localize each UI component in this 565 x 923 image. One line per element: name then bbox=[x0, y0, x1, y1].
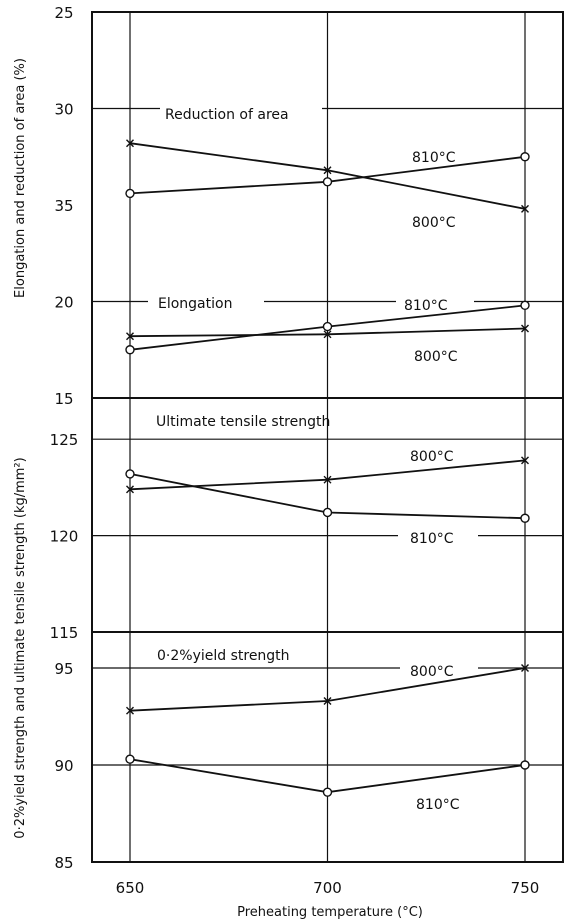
series-label: 800°C bbox=[414, 349, 458, 365]
data-point-cross bbox=[126, 332, 134, 341]
data-point-cross bbox=[126, 706, 134, 715]
data-point-circle bbox=[125, 754, 135, 764]
y-tick-label: 30 bbox=[54, 101, 73, 119]
cross-stroke bbox=[126, 139, 134, 148]
data-point-cross bbox=[521, 664, 529, 672]
y-tick-label: 25 bbox=[54, 4, 73, 22]
data-point-circle bbox=[322, 321, 333, 332]
tick-labels: 25 30 35 15 20 115 120 125 85 90 95 650 700 750 bbox=[50, 4, 540, 897]
x-tick-label: 750 bbox=[511, 879, 540, 897]
data-markers bbox=[125, 139, 530, 797]
y-tick-label: 85 bbox=[54, 854, 73, 872]
panel-title: 0·2%yield strength bbox=[157, 648, 290, 664]
panel-title: Elongation bbox=[158, 296, 232, 312]
y-tick-label: 115 bbox=[50, 624, 79, 642]
series-label: 810°C bbox=[404, 298, 448, 314]
cross-stroke bbox=[521, 324, 529, 333]
data-point-cross bbox=[323, 166, 332, 175]
data-point-cross bbox=[521, 456, 529, 465]
y-tick-label: 15 bbox=[54, 390, 73, 408]
labels: Preheating temperature (°C) Elongation an… bbox=[13, 58, 460, 920]
data-point-circle bbox=[322, 177, 333, 187]
panel-title: Reduction of area bbox=[165, 107, 289, 123]
x-tick-label: 700 bbox=[313, 879, 342, 897]
data-point-cross bbox=[323, 475, 332, 484]
y-tick-label: 35 bbox=[54, 197, 73, 215]
cross-stroke bbox=[126, 332, 134, 341]
data-point-cross bbox=[323, 330, 332, 339]
y-tick-label: 20 bbox=[54, 294, 73, 312]
series-label: 810°C bbox=[410, 531, 454, 547]
y-tick-label: 90 bbox=[54, 757, 73, 775]
data-point-circle bbox=[322, 507, 333, 518]
data-point-circle bbox=[322, 787, 333, 797]
series-label: 800°C bbox=[410, 664, 454, 680]
data-point-cross bbox=[126, 485, 134, 494]
cross-stroke bbox=[323, 330, 332, 339]
series-label: 810°C bbox=[412, 150, 456, 166]
series-label: 800°C bbox=[412, 215, 456, 231]
gridlines bbox=[92, 12, 563, 862]
panel-title: Ultimate tensile strength bbox=[156, 414, 330, 430]
data-point-cross bbox=[521, 324, 529, 333]
data-point-circle bbox=[125, 188, 135, 199]
y-axis-label-upper: Elongation and reduction of area (%) bbox=[13, 58, 28, 298]
data-point-cross bbox=[126, 139, 134, 148]
y-tick-label: 120 bbox=[50, 528, 79, 546]
x-axis-label: Preheating temperature (°C) bbox=[237, 905, 423, 920]
data-point-circle bbox=[520, 300, 530, 311]
y-tick-label: 95 bbox=[54, 660, 73, 678]
series-label: 800°C bbox=[410, 449, 454, 465]
cross-stroke bbox=[323, 696, 332, 705]
data-point-cross bbox=[521, 204, 529, 213]
data-point-circle bbox=[520, 152, 530, 162]
cross-stroke bbox=[323, 475, 332, 484]
data-point-circle bbox=[520, 760, 530, 770]
cross-stroke bbox=[521, 456, 529, 465]
cross-stroke bbox=[126, 706, 134, 715]
data-point-circle bbox=[125, 345, 135, 355]
data-point-circle bbox=[125, 469, 135, 479]
cross-stroke bbox=[521, 664, 529, 672]
cross-stroke bbox=[126, 485, 134, 494]
cross-stroke bbox=[521, 204, 529, 213]
x-tick-label: 650 bbox=[116, 879, 145, 897]
series-label: 810°C bbox=[416, 797, 460, 813]
data-point-circle bbox=[520, 513, 530, 523]
y-axis-label-lower: 0·2%yield strength and ultimate tensile … bbox=[13, 457, 28, 838]
data-point-cross bbox=[323, 696, 332, 705]
y-tick-label: 125 bbox=[50, 431, 79, 449]
cross-stroke bbox=[323, 166, 332, 175]
